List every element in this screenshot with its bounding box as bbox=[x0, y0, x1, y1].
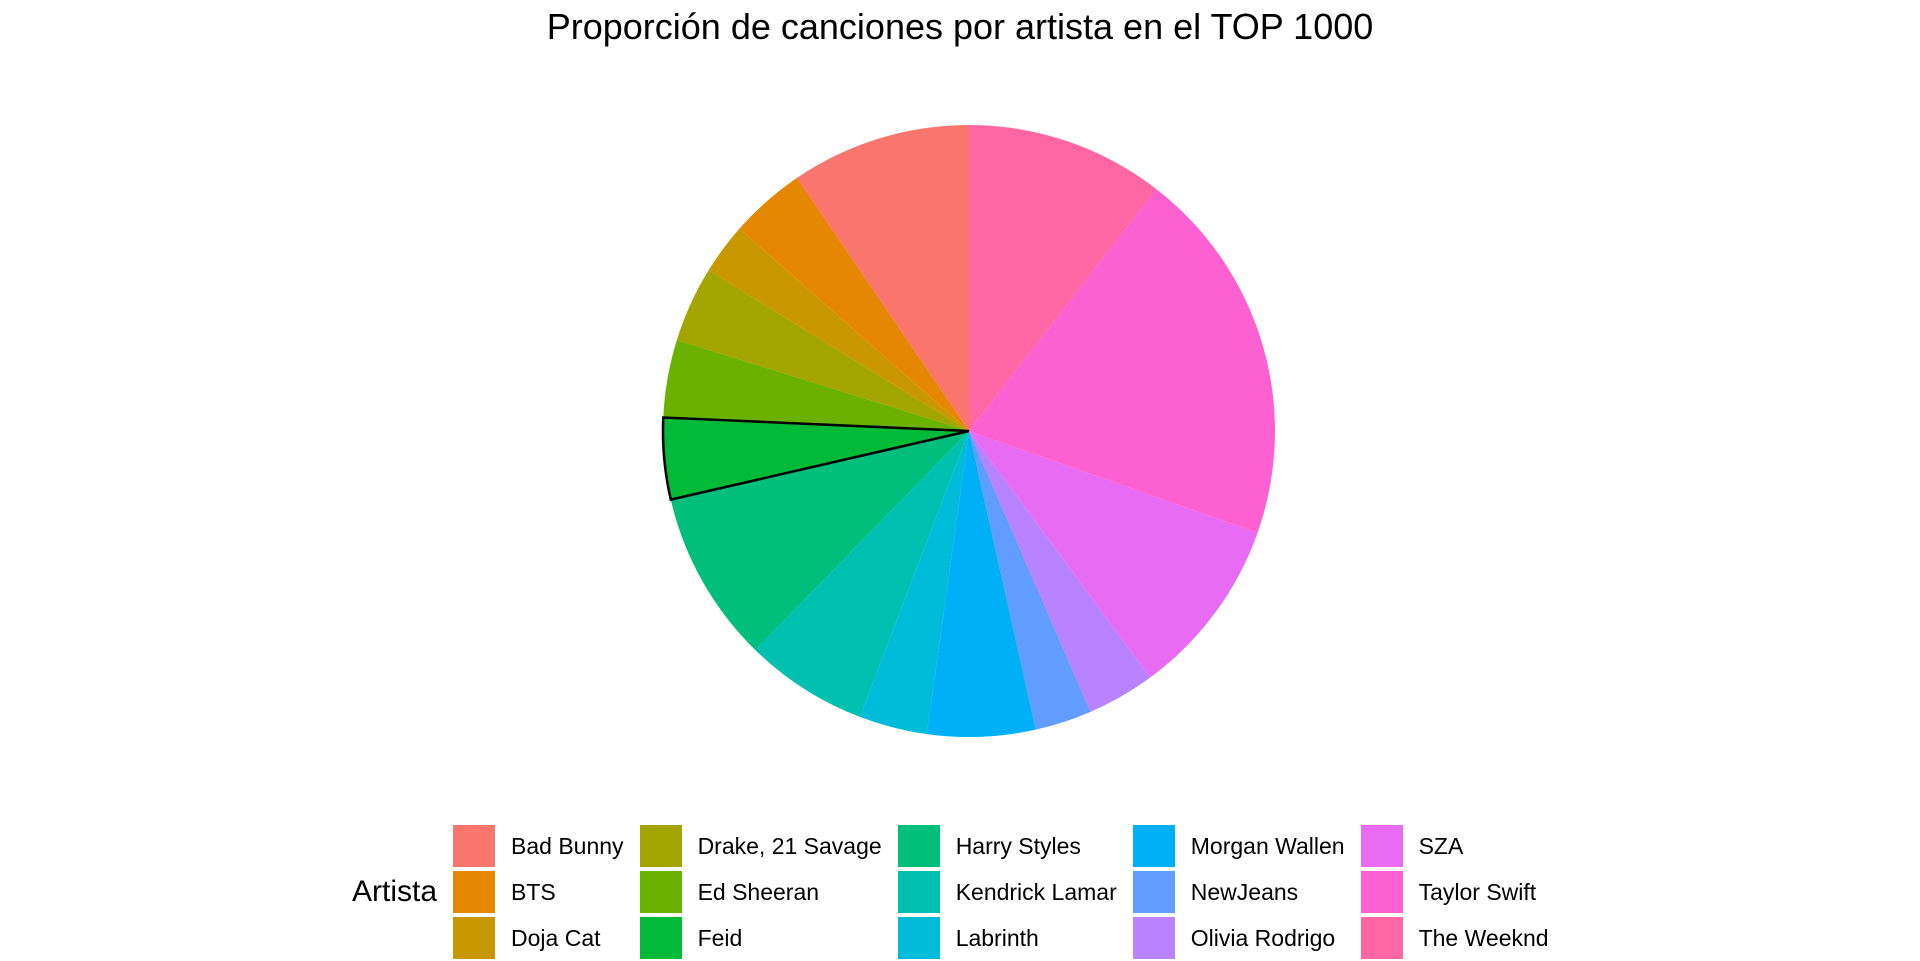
legend-swatch bbox=[1132, 917, 1175, 959]
pie-slice-olivia-rodrigo bbox=[969, 431, 1151, 712]
legend-swatch bbox=[639, 825, 682, 867]
pie-slice-harry-styles bbox=[670, 431, 969, 651]
legend-item: Harry Styles bbox=[897, 823, 1117, 869]
legend-label: Kendrick Lamar bbox=[955, 878, 1117, 905]
legend-label: Feid bbox=[697, 924, 743, 951]
legend-swatch bbox=[639, 917, 682, 959]
legend-items: Bad Bunny BTS Doja Cat Drake, 21 Savage Ed S… bbox=[453, 823, 1549, 961]
legend-item: Taylor Swift bbox=[1360, 869, 1549, 915]
legend-label: Olivia Rodrigo bbox=[1190, 924, 1336, 951]
legend-label: Drake, 21 Savage bbox=[697, 832, 882, 859]
legend-swatch bbox=[1132, 871, 1175, 913]
legend-item: Morgan Wallen bbox=[1132, 823, 1345, 869]
pie-slice-bad-bunny bbox=[797, 125, 969, 431]
legend-label: NewJeans bbox=[1190, 878, 1299, 905]
legend-label: SZA bbox=[1418, 832, 1464, 859]
chart-title: Proporción de canciones por artista en e… bbox=[546, 6, 1374, 47]
legend-item: Feid bbox=[639, 915, 882, 961]
pie-slice-doja-cat bbox=[708, 228, 969, 431]
legend-item: NewJeans bbox=[1132, 869, 1345, 915]
legend-swatch bbox=[1132, 825, 1175, 867]
legend-item: Ed Sheeran bbox=[639, 869, 882, 915]
legend-swatch bbox=[897, 917, 940, 959]
pie-slice-morgan-wallen bbox=[926, 431, 1036, 737]
pie-slice-sza bbox=[969, 431, 1258, 678]
legend: Artista Bad Bunny BTS Doja Cat Drake, 21 Sa… bbox=[352, 823, 1549, 961]
legend-title: Artista bbox=[352, 875, 438, 908]
legend-swatch bbox=[897, 871, 940, 913]
legend-label: The Weeknd bbox=[1418, 924, 1549, 951]
legend-item: The Weeknd bbox=[1360, 915, 1549, 961]
pie-slice-newjeans bbox=[969, 431, 1091, 730]
legend-label: Harry Styles bbox=[955, 832, 1081, 859]
legend-swatch bbox=[453, 871, 496, 913]
legend-item: SZA bbox=[1360, 823, 1549, 869]
pie-slice-ed-sheeran bbox=[663, 340, 969, 431]
legend-swatch bbox=[453, 825, 496, 867]
legend-swatch bbox=[897, 825, 940, 867]
legend-item: Doja Cat bbox=[453, 915, 624, 961]
legend-item: Drake, 21 Savage bbox=[639, 823, 882, 869]
legend-label: Morgan Wallen bbox=[1190, 832, 1345, 859]
pie-chart bbox=[661, 125, 1275, 737]
legend-label: Ed Sheeran bbox=[697, 878, 820, 905]
pie-slice-drake-21-savage bbox=[676, 270, 969, 431]
pie-slice-feid bbox=[661, 416, 970, 502]
legend-label: Taylor Swift bbox=[1418, 878, 1537, 905]
pie-slice-labrinth bbox=[859, 431, 969, 735]
legend-label: Bad Bunny bbox=[511, 832, 624, 859]
pie-slice-bts bbox=[739, 177, 969, 431]
legend-label: Labrinth bbox=[955, 924, 1039, 951]
legend-item: Kendrick Lamar bbox=[897, 869, 1117, 915]
legend-swatch bbox=[639, 871, 682, 913]
pie-slice-kendrick-lamar bbox=[755, 431, 969, 717]
legend-swatch bbox=[1360, 871, 1403, 913]
legend-swatch bbox=[1360, 825, 1403, 867]
legend-label: BTS bbox=[511, 878, 556, 905]
legend-label: Doja Cat bbox=[511, 924, 601, 951]
legend-item: Bad Bunny bbox=[453, 823, 624, 869]
legend-swatch bbox=[1360, 917, 1403, 959]
pie-slice-taylor-swift bbox=[969, 189, 1275, 533]
legend-item: Labrinth bbox=[897, 915, 1117, 961]
legend-item: Olivia Rodrigo bbox=[1132, 915, 1345, 961]
legend-item: BTS bbox=[453, 869, 624, 915]
pie-slice-the-weeknd bbox=[969, 125, 1157, 431]
legend-swatch bbox=[453, 917, 496, 959]
